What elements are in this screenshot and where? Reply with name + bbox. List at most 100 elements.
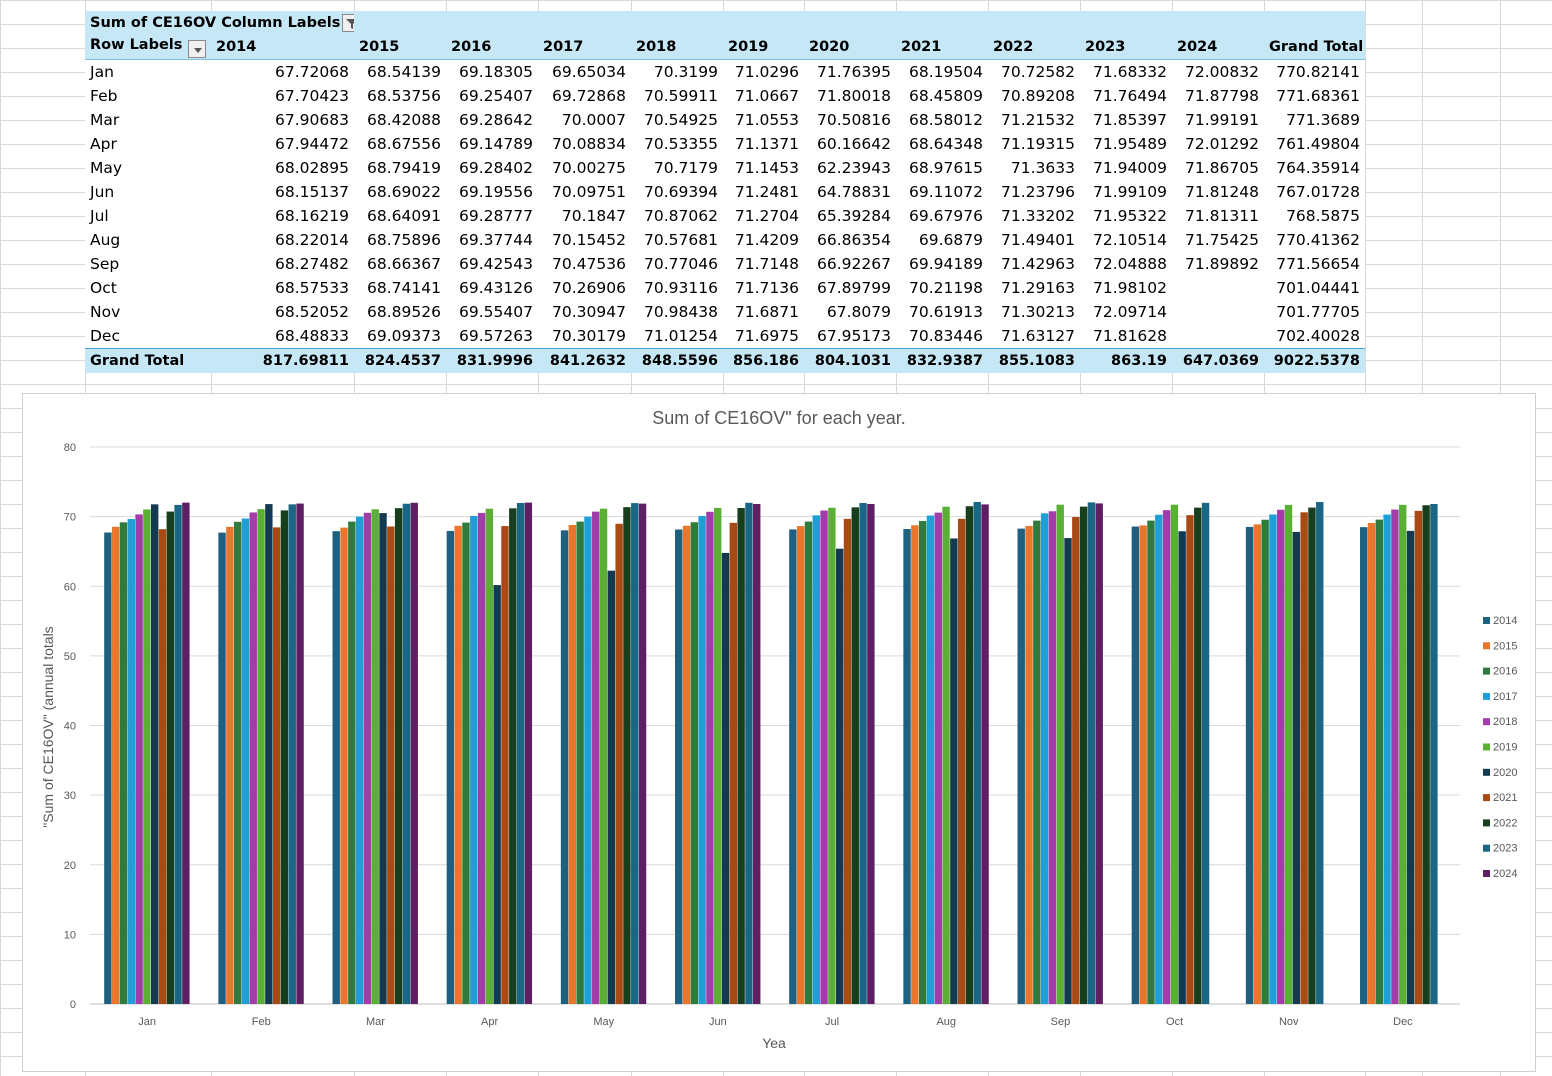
table-cell[interactable]: 67.70423 <box>211 84 354 108</box>
table-cell[interactable]: 67.95173 <box>804 324 896 349</box>
bar-2019-mar[interactable] <box>371 509 379 1004</box>
table-cell[interactable]: 70.08834 <box>538 132 631 156</box>
table-cell[interactable]: 70.09751 <box>538 180 631 204</box>
table-cell[interactable]: 69.14789 <box>446 132 538 156</box>
bar-2023-may[interactable] <box>631 503 639 1004</box>
bar-2021-jan[interactable] <box>158 529 167 1004</box>
column-grand-total[interactable]: 841.2632 <box>538 348 631 373</box>
table-cell[interactable]: 69.28402 <box>446 156 538 180</box>
table-cell[interactable]: 71.6871 <box>723 300 804 324</box>
table-cell[interactable]: 71.98102 <box>1080 276 1172 300</box>
bar-2023-apr[interactable] <box>516 503 525 1004</box>
bar-2017-nov[interactable] <box>1269 514 1277 1004</box>
bar-2023-jul[interactable] <box>859 503 867 1004</box>
bar-2022-oct[interactable] <box>1194 507 1202 1004</box>
table-cell[interactable]: 68.74141 <box>354 276 446 300</box>
row-grand-total[interactable]: 770.82141 <box>1264 59 1366 84</box>
table-cell[interactable]: 71.99109 <box>1080 180 1172 204</box>
bar-2019-jan[interactable] <box>143 509 151 1004</box>
bar-2018-jun[interactable] <box>706 511 714 1004</box>
table-cell[interactable]: 71.2704 <box>723 204 804 228</box>
table-cell[interactable]: 70.98438 <box>631 300 723 324</box>
table-cell[interactable]: 71.81628 <box>1080 324 1172 349</box>
bar-2016-jul[interactable] <box>804 521 813 1004</box>
table-cell[interactable]: 68.79419 <box>354 156 446 180</box>
bar-2024-jul[interactable] <box>867 504 875 1004</box>
legend-entry-2016[interactable]: 2016 <box>1483 666 1517 678</box>
bar-2020-oct[interactable] <box>1178 531 1186 1004</box>
bar-2019-jun[interactable] <box>714 507 722 1004</box>
table-cell[interactable]: 70.3199 <box>631 59 723 84</box>
table-cell[interactable]: 68.58012 <box>896 108 988 132</box>
row-label[interactable]: Jan <box>85 59 211 84</box>
bar-2019-apr[interactable] <box>485 508 494 1004</box>
bar-2014-feb[interactable] <box>218 532 226 1004</box>
bar-2021-oct[interactable] <box>1186 515 1194 1004</box>
bar-2018-sep[interactable] <box>1048 511 1057 1004</box>
legend-entry-2023[interactable]: 2023 <box>1483 843 1517 855</box>
bar-2014-dec[interactable] <box>1360 527 1368 1004</box>
bar-2023-dec[interactable] <box>1430 503 1438 1004</box>
table-cell[interactable]: 71.23796 <box>988 180 1080 204</box>
bar-2022-sep[interactable] <box>1079 506 1088 1004</box>
row-grand-total[interactable]: 767.01728 <box>1264 180 1366 204</box>
row-grand-total[interactable]: 771.3689 <box>1264 108 1366 132</box>
table-cell[interactable]: 71.7148 <box>723 252 804 276</box>
column-grand-total[interactable]: 848.5596 <box>631 348 723 373</box>
bar-2024-jun[interactable] <box>753 504 761 1004</box>
table-cell[interactable]: 71.89892 <box>1172 252 1264 276</box>
table-cell[interactable]: 69.11072 <box>896 180 988 204</box>
column-grand-total[interactable]: 824.4537 <box>354 348 446 373</box>
table-cell[interactable]: 68.64348 <box>896 132 988 156</box>
bar-2016-apr[interactable] <box>462 522 470 1004</box>
legend-entry-2014[interactable]: 2014 <box>1483 615 1517 627</box>
table-cell[interactable]: 62.23943 <box>804 156 896 180</box>
table-cell[interactable]: 71.0553 <box>723 108 804 132</box>
table-cell[interactable]: 70.1847 <box>538 204 631 228</box>
bar-2017-jul[interactable] <box>812 515 820 1004</box>
table-cell[interactable]: 69.28777 <box>446 204 538 228</box>
table-cell[interactable]: 71.81311 <box>1172 204 1264 228</box>
table-cell[interactable]: 71.33202 <box>988 204 1080 228</box>
table-cell[interactable]: 68.69022 <box>354 180 446 204</box>
row-label[interactable]: Oct <box>85 276 211 300</box>
row-grand-total[interactable]: 771.68361 <box>1264 84 1366 108</box>
table-cell[interactable]: 68.19504 <box>896 59 988 84</box>
table-cell[interactable]: 70.47536 <box>538 252 631 276</box>
column-grand-total[interactable]: 831.9996 <box>446 348 538 373</box>
table-cell[interactable]: 71.80018 <box>804 84 896 108</box>
bar-2021-mar[interactable] <box>387 526 395 1004</box>
table-cell[interactable]: 68.48833 <box>211 324 354 349</box>
bar-2015-mar[interactable] <box>340 527 348 1004</box>
bar-2021-aug[interactable] <box>957 518 966 1004</box>
row-grand-total[interactable]: 770.41362 <box>1264 228 1366 252</box>
bar-2023-jan[interactable] <box>174 504 182 1004</box>
table-cell[interactable]: 70.57681 <box>631 228 723 252</box>
table-cell[interactable]: 70.93116 <box>631 276 723 300</box>
bar-2014-may[interactable] <box>560 530 569 1004</box>
table-cell[interactable]: 69.25407 <box>446 84 538 108</box>
table-cell[interactable]: 70.89208 <box>988 84 1080 108</box>
table-cell[interactable]: 69.42543 <box>446 252 538 276</box>
bar-2014-sep[interactable] <box>1017 528 1025 1004</box>
table-cell[interactable]: 70.72582 <box>988 59 1080 84</box>
table-cell[interactable]: 68.66367 <box>354 252 446 276</box>
table-cell[interactable]: 69.43126 <box>446 276 538 300</box>
bar-2022-mar[interactable] <box>394 508 403 1004</box>
table-cell[interactable]: 70.30179 <box>538 324 631 349</box>
table-cell[interactable]: 70.53355 <box>631 132 723 156</box>
column-grand-total[interactable]: 856.186 <box>723 348 804 373</box>
table-cell[interactable]: 71.86705 <box>1172 156 1264 180</box>
column-filter-button[interactable] <box>342 14 354 32</box>
table-cell[interactable]: 68.75896 <box>354 228 446 252</box>
table-cell[interactable]: 71.1371 <box>723 132 804 156</box>
row-label[interactable]: Jul <box>85 204 211 228</box>
table-cell[interactable]: 71.0667 <box>723 84 804 108</box>
row-grand-total[interactable]: 701.77705 <box>1264 300 1366 324</box>
column-grand-total[interactable]: 832.9387 <box>896 348 988 373</box>
bar-2016-feb[interactable] <box>233 521 242 1004</box>
table-cell[interactable]: 71.6975 <box>723 324 804 349</box>
column-grand-total[interactable]: 817.69811 <box>211 348 354 373</box>
bar-2017-feb[interactable] <box>241 518 250 1004</box>
bar-2016-jun[interactable] <box>690 522 699 1004</box>
